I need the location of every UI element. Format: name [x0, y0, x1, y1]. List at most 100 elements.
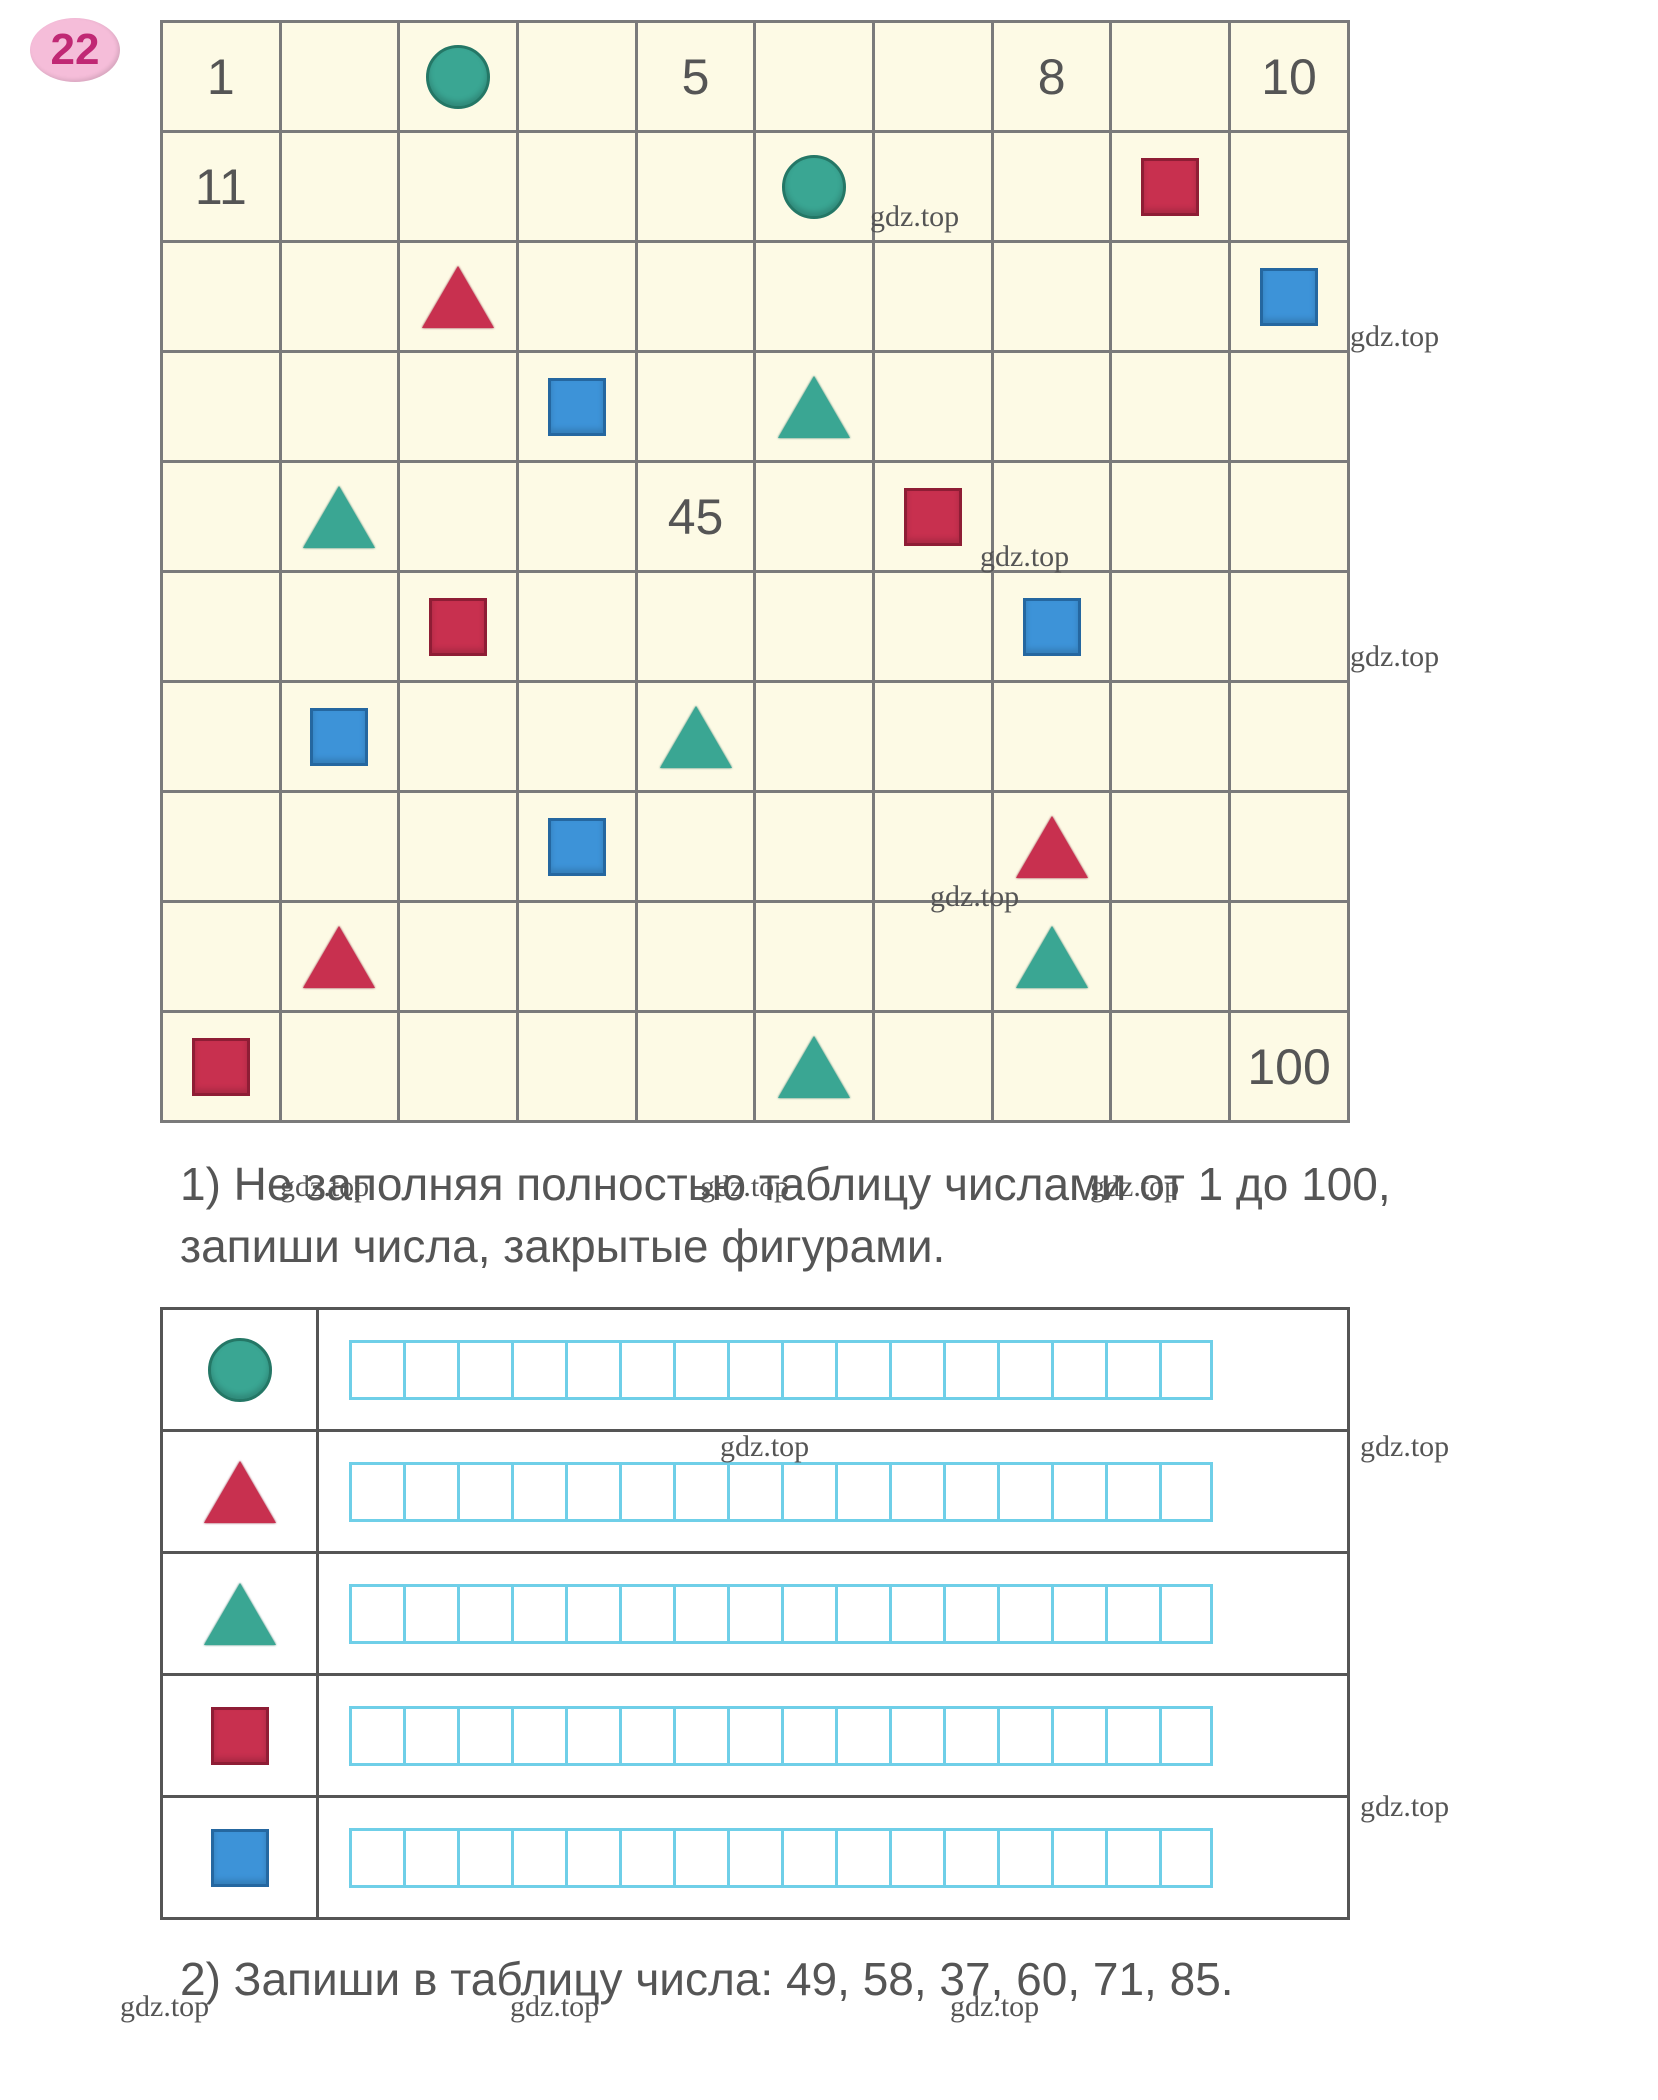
grid-cell: 8 [992, 22, 1111, 132]
grid-cell [399, 462, 518, 572]
answer-box [889, 1340, 943, 1400]
answer-box [673, 1828, 727, 1888]
answer-box [1051, 1828, 1105, 1888]
grid-cell [518, 462, 637, 572]
triangle-red-icon [1016, 816, 1088, 878]
grid-cell [1111, 1012, 1230, 1122]
answer-box [1105, 1340, 1159, 1400]
triangle-red-icon [303, 926, 375, 988]
answer-box [619, 1828, 673, 1888]
triangle-teal-icon [778, 1036, 850, 1098]
square-blue-icon [1023, 598, 1081, 656]
grid-cell [399, 132, 518, 242]
answer-box [997, 1706, 1051, 1766]
watermark-text: gdz.top [1350, 320, 1439, 354]
answer-box [727, 1828, 781, 1888]
answer-icon-cell [162, 1309, 318, 1431]
circle-icon [426, 45, 490, 109]
answer-box [619, 1462, 673, 1522]
square-red-icon [192, 1038, 250, 1096]
grid-cell [992, 902, 1111, 1012]
answer-box [403, 1340, 457, 1400]
answer-box [511, 1462, 565, 1522]
answer-box [1051, 1584, 1105, 1644]
grid-cell [992, 682, 1111, 792]
watermark-text: gdz.top [1360, 1430, 1449, 1464]
grid-cell [1111, 572, 1230, 682]
grid-cell [992, 352, 1111, 462]
grid-cell [399, 22, 518, 132]
answer-box [565, 1584, 619, 1644]
grid-cell [992, 1012, 1111, 1122]
grid-cell [280, 22, 399, 132]
answer-box [457, 1706, 511, 1766]
grid-cell [1230, 792, 1349, 902]
answer-box [781, 1340, 835, 1400]
grid-cell [1230, 572, 1349, 682]
grid-cell [518, 132, 637, 242]
answer-icon-cell [162, 1797, 318, 1919]
answer-box [403, 1462, 457, 1522]
answer-box [997, 1584, 1051, 1644]
answer-row [162, 1553, 1349, 1675]
answer-box [1051, 1340, 1105, 1400]
answer-box [997, 1828, 1051, 1888]
grid-cell [162, 902, 281, 1012]
answer-box [997, 1462, 1051, 1522]
grid-cell [874, 22, 993, 132]
grid-cell [162, 682, 281, 792]
grid-cell [518, 22, 637, 132]
grid-cell [399, 572, 518, 682]
grid-cell [280, 682, 399, 792]
grid-cell [636, 792, 755, 902]
answer-row [162, 1797, 1349, 1919]
answer-box [835, 1462, 889, 1522]
grid-cell [992, 462, 1111, 572]
answer-box [1051, 1706, 1105, 1766]
grid-cell [755, 462, 874, 572]
grid-cell [1230, 902, 1349, 1012]
task-1-text: 1) Не заполняя полностью таблицу числами… [180, 1153, 1480, 1277]
answer-box [835, 1828, 889, 1888]
grid-cell [1111, 352, 1230, 462]
square-blue-icon [310, 708, 368, 766]
square-blue-icon [548, 378, 606, 436]
grid-cell [280, 462, 399, 572]
answer-boxes-cell [318, 1431, 1349, 1553]
grid-cell [399, 1012, 518, 1122]
grid-cell [636, 242, 755, 352]
grid-cell [1111, 132, 1230, 242]
grid-cell [636, 682, 755, 792]
answer-table [160, 1307, 1350, 1920]
grid-cell [162, 1012, 281, 1122]
square-red-icon [211, 1707, 269, 1765]
answer-box [781, 1828, 835, 1888]
circle-icon [208, 1338, 272, 1402]
answer-box [835, 1584, 889, 1644]
grid-cell [399, 242, 518, 352]
answer-box [673, 1706, 727, 1766]
grid-cell [280, 1012, 399, 1122]
grid-cell [1230, 352, 1349, 462]
triangle-teal-icon [1016, 926, 1088, 988]
answer-box [889, 1828, 943, 1888]
grid-cell [1230, 682, 1349, 792]
answer-box [619, 1340, 673, 1400]
grid-cell [518, 902, 637, 1012]
grid-cell [874, 242, 993, 352]
answer-box [457, 1340, 511, 1400]
grid-cell [518, 572, 637, 682]
page: 22 158101145100 1) Не заполняя полностью… [0, 0, 1658, 2100]
triangle-red-icon [422, 266, 494, 328]
grid-cell [636, 572, 755, 682]
answer-box [457, 1584, 511, 1644]
grid-cell [755, 572, 874, 682]
answer-box [1159, 1584, 1213, 1644]
answer-box [349, 1584, 403, 1644]
grid-cell [874, 462, 993, 572]
triangle-teal-icon [204, 1583, 276, 1645]
grid-cell [636, 132, 755, 242]
grid-cell [755, 792, 874, 902]
answer-row [162, 1431, 1349, 1553]
answer-box [1159, 1706, 1213, 1766]
